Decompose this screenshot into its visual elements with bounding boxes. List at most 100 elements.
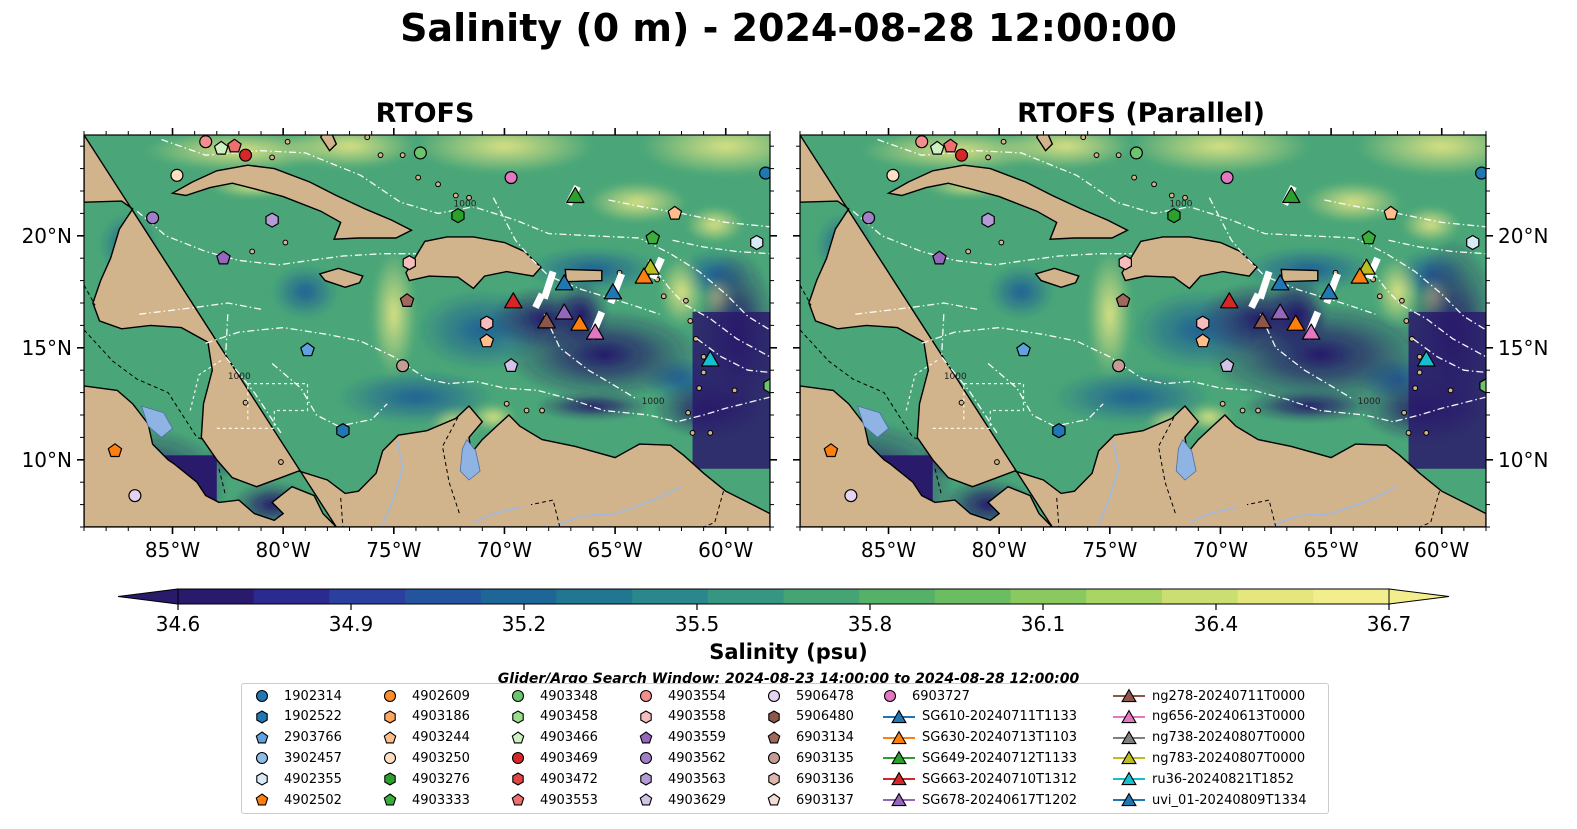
argo-float-marker — [1475, 166, 1486, 180]
argo-float-marker — [146, 211, 160, 225]
glider-marker — [1219, 292, 1239, 309]
argo-float-marker — [336, 423, 350, 439]
colorbar-swatch — [329, 589, 406, 604]
map-panel-rtofs-parallel: 1000 1000 1000 85°W 80°W 75°W 70°W 65°W 60°W 10°N… — [793, 128, 1548, 562]
panel-title-left: RTOFS — [375, 98, 475, 129]
lat-tick-label: 15°N — [22, 336, 72, 360]
legend-item: ng278-20240711T0000 — [1112, 686, 1305, 706]
legend-pentagon-marker-icon — [639, 730, 653, 744]
salinity-field — [800, 135, 1486, 527]
legend-item-label: 4903563 — [668, 771, 726, 787]
legend-item: 4903244 — [382, 728, 470, 748]
legend-item-label: 4903333 — [412, 792, 470, 808]
glider-marker — [1286, 314, 1306, 331]
argo-float-marker — [128, 489, 142, 503]
legend-triangle-marker-icon — [1113, 730, 1145, 744]
legend-item: 4903554 — [638, 686, 726, 706]
lon-tick-label: 60°W — [1414, 538, 1469, 562]
glider-marker — [634, 267, 654, 284]
argo-float-marker — [1195, 333, 1211, 348]
lon-tick-label: 70°W — [477, 538, 532, 562]
glider-marker — [700, 350, 720, 367]
axis-ticks — [77, 128, 777, 534]
figure-title: Salinity (0 m) - 2024-08-28 12:00:00 — [400, 6, 1177, 50]
argo-markers — [823, 135, 1486, 503]
argo-float-marker — [823, 443, 839, 458]
argo-float-marker — [645, 230, 661, 245]
legend-item-label: 6903136 — [796, 771, 854, 787]
legend-item: 5906478 — [766, 686, 854, 706]
legend-triangle-marker-icon — [883, 730, 915, 744]
legend-item: 4902502 — [254, 790, 342, 810]
argo-float-marker — [451, 208, 465, 224]
legend-hexagon-marker-icon — [384, 772, 396, 786]
argo-float-marker — [1466, 234, 1480, 251]
argo-float-marker — [1016, 342, 1031, 357]
legend-pentagon-marker-icon — [767, 793, 781, 806]
argo-float-marker — [1219, 358, 1235, 372]
argo-float-marker — [862, 211, 876, 225]
lat-tick-label: 20°N — [22, 224, 72, 248]
colorbar-tick-label: 35.2 — [502, 612, 547, 636]
legend-item-label: 4903186 — [412, 709, 470, 725]
legend-circle-marker-icon — [511, 752, 525, 765]
legend-item-label: 4903469 — [540, 750, 598, 766]
legend-item-label: 4903553 — [540, 792, 598, 808]
legend-triangle-marker-icon — [1113, 750, 1145, 765]
colorbar-tick-label: 36.7 — [1367, 612, 1412, 636]
glider-marker — [1301, 323, 1321, 340]
argo-float-marker — [886, 168, 900, 182]
legend-item: SG663-20240710T1312 — [882, 769, 1077, 789]
argo-float-marker — [213, 140, 229, 155]
legend-circle-marker-icon — [639, 752, 653, 765]
legend-item: 4903276 — [382, 769, 470, 789]
argo-float-marker — [170, 168, 184, 182]
argo-float-marker — [1118, 255, 1133, 271]
legend-item: SG678-20240617T1202 — [882, 790, 1077, 810]
glider-marker — [504, 292, 523, 309]
legend-item-label: 5906480 — [796, 709, 854, 725]
colorbar-swatch — [859, 589, 936, 604]
lon-tick-label: 65°W — [587, 538, 642, 562]
colorbar-swatch — [1161, 589, 1239, 604]
axis-ticks — [793, 128, 1493, 534]
colorbar-swatch — [556, 589, 633, 604]
argo-float-marker — [216, 250, 231, 265]
contour-label: 1000 — [454, 200, 477, 210]
glider-markers — [1219, 186, 1436, 367]
glider-marker — [554, 303, 574, 320]
legend-item-label: 4903559 — [668, 730, 726, 746]
legend-item: 1902522 — [254, 707, 342, 727]
legend-item-label: 6903137 — [796, 792, 854, 808]
argo-float-marker — [759, 166, 770, 180]
legend-item-label: SG649-20240712T1133 — [922, 750, 1078, 766]
colorbar-swatch — [707, 589, 785, 604]
legend-item: uvi_01-20240809T1334 — [1112, 790, 1306, 810]
eez-boundaries — [852, 138, 1486, 434]
legend-hexagon-marker-icon — [256, 772, 268, 786]
panel-title-right: RTOFS (Parallel) — [1017, 98, 1265, 129]
legend-item-label: 6903135 — [796, 750, 854, 766]
argo-float-marker — [943, 138, 958, 153]
legend-item: 4903559 — [638, 728, 726, 748]
argo-float-marker — [413, 146, 427, 160]
legend-triangle-marker-icon — [1113, 771, 1145, 786]
legend-item: ng783-20240807T0000 — [1112, 748, 1305, 768]
legend-pentagon-marker-icon — [255, 793, 269, 806]
legend-triangle-marker-icon — [1113, 688, 1145, 703]
legend-item-label: SG663-20240710T1312 — [922, 771, 1078, 787]
legend-item: 4903333 — [382, 790, 470, 810]
colorbar-swatch — [783, 589, 860, 604]
argo-float-marker — [844, 489, 858, 503]
colorbar-tick-label: 34.9 — [329, 612, 374, 636]
argo-float-marker — [504, 171, 518, 185]
colorbar-frame — [177, 588, 1390, 605]
eez-boundaries — [136, 138, 770, 434]
lon-tick-label: 85°W — [861, 538, 916, 562]
colorbar-tick-label: 34.6 — [156, 612, 201, 636]
legend-item: 4903472 — [510, 769, 598, 789]
contour-label: 1000 — [1170, 200, 1193, 210]
legend-item: 4903250 — [382, 748, 470, 768]
legend-circle-marker-icon — [883, 689, 897, 703]
